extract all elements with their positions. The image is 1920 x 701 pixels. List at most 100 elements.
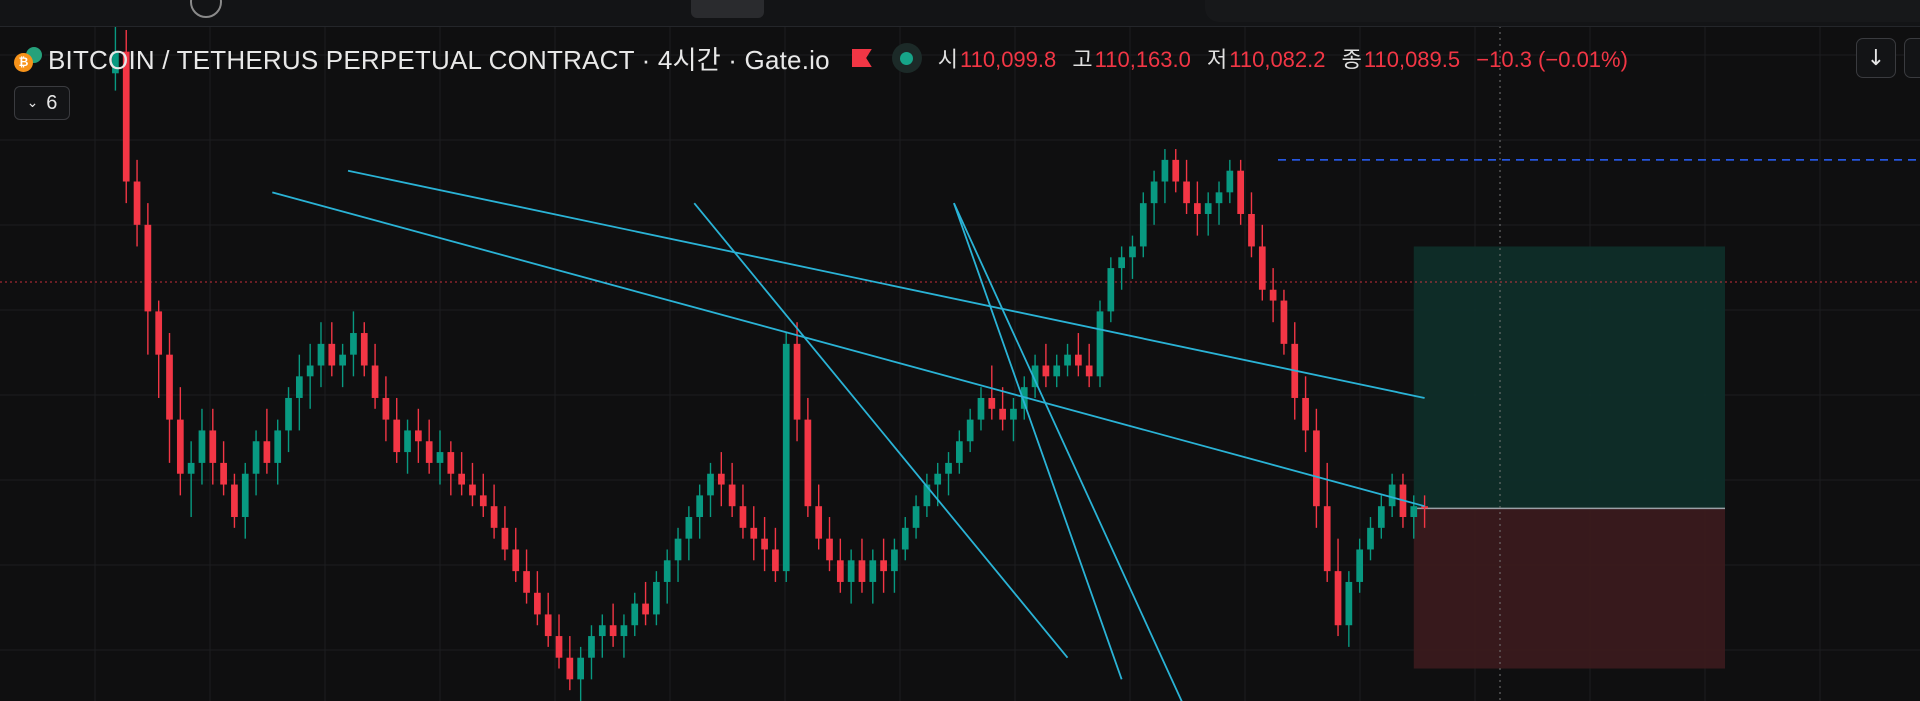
candle-body: [1345, 581, 1353, 626]
trendline: [272, 191, 1425, 508]
candle-body: [436, 452, 444, 463]
candle-body: [1388, 484, 1396, 507]
market-status-icon[interactable]: [891, 43, 922, 73]
flag-icon[interactable]: [851, 49, 872, 67]
low-value: 110,082.2: [1229, 47, 1326, 72]
candle-body: [804, 419, 812, 507]
candle-body: [1194, 203, 1201, 214]
candle-body: [479, 495, 487, 507]
candle-body: [1042, 365, 1050, 377]
candle-body: [999, 408, 1006, 420]
candle-body: [642, 603, 649, 615]
low-label: 저: [1207, 47, 1228, 72]
candle-body: [339, 354, 346, 366]
high-value: 110,163.0: [1094, 47, 1191, 72]
candle-body: [1410, 506, 1418, 518]
symbol-title[interactable]: BITCOIN / TETHERUS PERPETUAL CONTRACT · …: [48, 44, 830, 75]
candle-body: [966, 419, 974, 442]
candle-body: [772, 549, 779, 572]
candle-body: [1215, 192, 1223, 204]
candle-body: [717, 473, 725, 485]
candle-body: [1258, 246, 1266, 290]
candle-body: [1237, 170, 1245, 214]
candle-body: [404, 430, 411, 453]
candle-body: [923, 484, 931, 507]
edge-button[interactable]: [1904, 38, 1920, 78]
candle-body: [750, 527, 758, 539]
candle-body: [350, 333, 357, 355]
trendlines[interactable]: [272, 169, 1425, 701]
reference-lines: [0, 26, 1920, 701]
candle-body: [609, 625, 617, 637]
candle-body: [176, 419, 184, 474]
candle-body: [360, 333, 368, 366]
candle-body: [663, 560, 671, 582]
candle-body: [544, 614, 552, 637]
candle-body: [674, 538, 682, 561]
candle-body: [1107, 268, 1115, 312]
candle-body: [1129, 246, 1136, 258]
toolbar-handle[interactable]: [691, 0, 764, 18]
candle-body: [1053, 365, 1061, 377]
candle-body: [977, 397, 985, 420]
symbol-header: ₿ BITCOIN / TETHERUS PERPETUAL CONTRACT …: [14, 40, 1628, 76]
candle-body: [1161, 159, 1169, 182]
candle-body: [458, 473, 465, 485]
indicators-collapse-button[interactable]: ⌄ 6: [14, 86, 70, 120]
candles: [112, 19, 1428, 701]
candle-body: [122, 51, 130, 182]
bitcoin-icon: ₿: [14, 43, 44, 73]
candle-body: [631, 603, 639, 626]
candle-body: [112, 51, 119, 74]
candle-body: [1204, 203, 1212, 214]
candle-body: [653, 581, 660, 615]
drawing-toolbar[interactable]: [1205, 0, 1920, 22]
candle-body: [425, 441, 433, 463]
trendline: [693, 202, 1069, 659]
candle-body: [901, 527, 909, 550]
candle-body: [1139, 203, 1147, 247]
candle-body: [231, 484, 238, 518]
candle-body: [1269, 289, 1277, 301]
close-value: 110,089.5: [1363, 47, 1461, 72]
download-arrow-icon[interactable]: ↓: [1856, 38, 1896, 78]
open-label: 시: [937, 47, 959, 72]
candle-body: [328, 343, 336, 366]
candle-body: [512, 549, 520, 572]
candle-body: [187, 462, 195, 474]
candle-body: [1150, 181, 1158, 204]
candle-body: [447, 452, 455, 474]
candle-body: [1075, 354, 1082, 366]
candle-body: [220, 462, 227, 485]
candle-body: [1172, 159, 1180, 182]
candle-body: [198, 430, 206, 463]
trendline: [953, 202, 1183, 701]
candle-body: [393, 419, 401, 453]
toolbar-circle-icon[interactable]: [190, 0, 222, 18]
candle-body: [566, 657, 574, 680]
candle-body: [945, 462, 952, 474]
candle-body: [523, 571, 530, 593]
candle-body: [1096, 311, 1104, 377]
close-label: 종: [1341, 47, 1362, 72]
candle-body: [912, 506, 920, 528]
candle-body: [501, 527, 509, 550]
candle-body: [707, 473, 714, 496]
candle-body: [891, 549, 898, 572]
candle-body: [285, 397, 292, 431]
top-toolbar: [0, 0, 1920, 27]
candle-body: [761, 538, 768, 550]
candle-body: [1367, 527, 1374, 550]
candle-body: [295, 376, 303, 398]
candle-body: [577, 657, 585, 680]
candle-body: [144, 224, 152, 312]
candle-body: [469, 484, 476, 496]
candle-body: [934, 473, 942, 485]
position-zones: [1413, 246, 1725, 669]
candle-body: [534, 592, 541, 615]
indicators-count: 6: [46, 91, 58, 114]
candle-body: [1356, 549, 1364, 582]
candle-body: [252, 441, 260, 474]
candle-body: [274, 430, 282, 463]
